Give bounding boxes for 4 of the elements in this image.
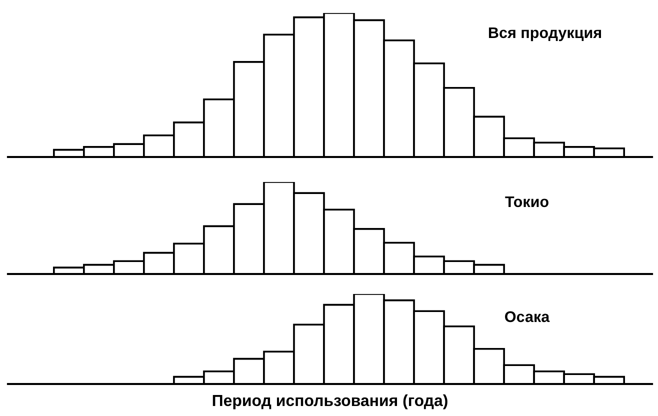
x-axis-title: Период использования (года) — [212, 394, 448, 410]
text: Вся продукция — [488, 27, 601, 42]
text: Токио — [505, 196, 548, 208]
text: Осака — [505, 311, 550, 322]
